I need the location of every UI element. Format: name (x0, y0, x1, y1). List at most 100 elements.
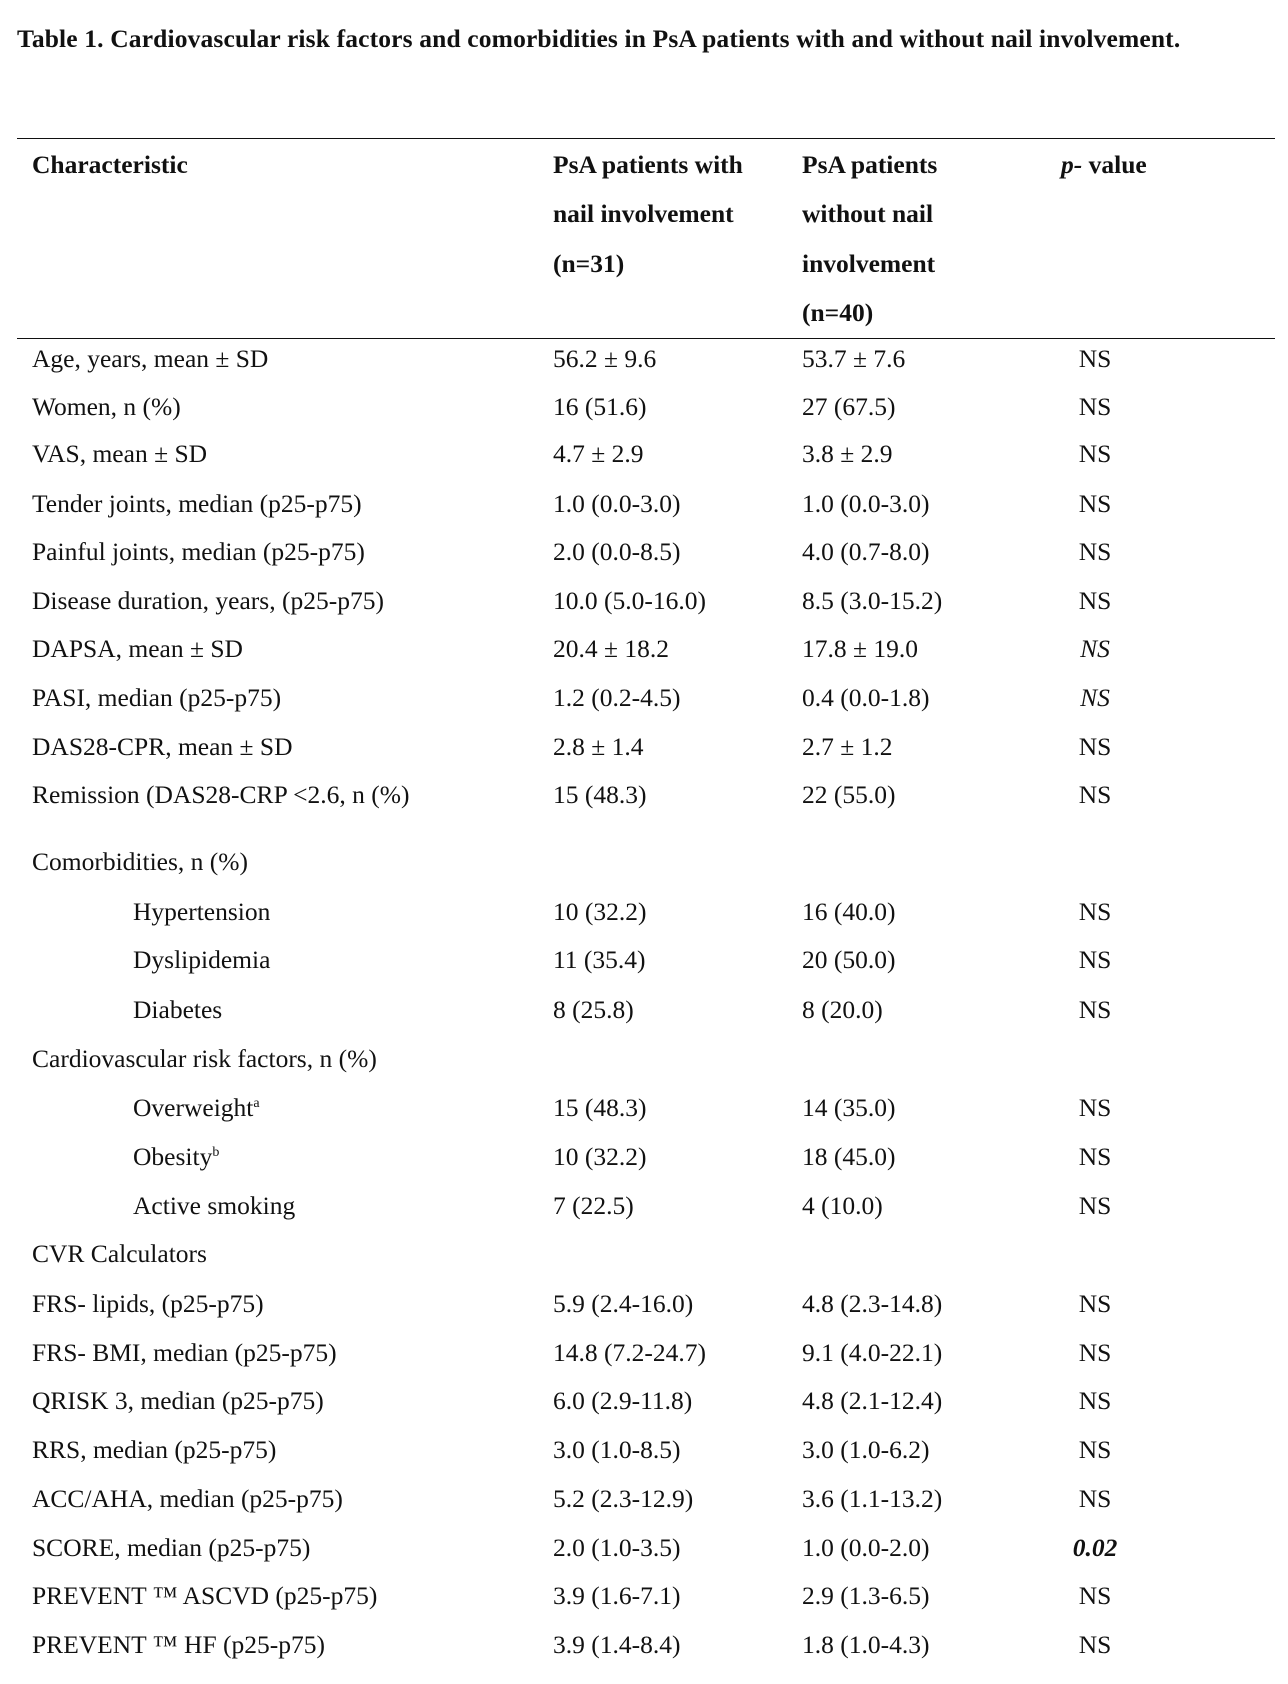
row-label: Tender joints, median (p25-p75) (32, 489, 362, 518)
value-without-nail: 2.7 ± 1.2 (802, 732, 893, 761)
value-with-nail: 10.0 (5.0-16.0) (553, 586, 706, 615)
value-without-nail: 53.7 ± 7.6 (802, 344, 906, 373)
value-without-nail: 3.8 ± 2.9 (802, 439, 893, 468)
header-line: PsA patients with (553, 150, 743, 179)
value-without-nail: 4.8 (2.1-12.4) (802, 1386, 943, 1415)
footnote-marker: b (212, 1145, 220, 1160)
value-with-nail: 2.0 (0.0-8.5) (553, 537, 681, 566)
value-without-nail: 22 (55.0) (802, 780, 896, 809)
row-label: QRISK 3, median (p25-p75) (32, 1386, 324, 1415)
p-value: NS (1078, 897, 1112, 926)
row-label: DAPSA, mean ± SD (32, 634, 243, 663)
p-value: NS (1078, 1630, 1112, 1659)
value-with-nail: 10 (32.2) (553, 897, 647, 926)
value-without-nail: 16 (40.0) (802, 897, 896, 926)
value-without-nail: 18 (45.0) (802, 1142, 896, 1171)
row-label: Dyslipidemia (133, 945, 271, 974)
header-line: Characteristic (32, 150, 188, 179)
p-value: NS (1078, 1093, 1112, 1122)
header-p-value: p- value (1061, 140, 1147, 189)
value-without-nail: 3.0 (1.0-6.2) (802, 1435, 930, 1464)
header-with-nail: PsA patients with nail involvement (n=31… (553, 140, 743, 288)
header-line: PsA patients (802, 150, 938, 179)
row-label: FRS- BMI, median (p25-p75) (32, 1338, 337, 1367)
value-without-nail: 1.0 (0.0-3.0) (802, 489, 930, 518)
value-with-nail: 5.2 (2.3-12.9) (553, 1484, 694, 1513)
row-label: Hypertension (133, 897, 271, 926)
p-value: NS (1078, 1435, 1112, 1464)
value-with-nail: 16 (51.6) (553, 392, 647, 421)
row-label: Diabetes (133, 995, 223, 1024)
header-line: without nail (802, 199, 934, 229)
value-without-nail: 8 (20.0) (802, 995, 883, 1024)
value-with-nail: 20.4 ± 18.2 (553, 634, 669, 663)
value-with-nail: 1.0 (0.0-3.0) (553, 489, 681, 518)
header-without-nail: PsA patients without nail involvement (n… (802, 140, 937, 337)
p-value: NS (1078, 586, 1112, 615)
p-value: NS (1078, 537, 1112, 566)
p-value: NS (1078, 1484, 1112, 1513)
value-without-nail: 1.0 (0.0-2.0) (802, 1533, 930, 1562)
p-value: NS (1078, 1142, 1112, 1171)
p-value: NS (1078, 489, 1112, 518)
value-with-nail: 3.0 (1.0-8.5) (553, 1435, 681, 1464)
value-without-nail: 1.8 (1.0-4.3) (802, 1630, 930, 1659)
row-label: DAS28-CPR, mean ± SD (32, 732, 293, 761)
value-with-nail: 2.8 ± 1.4 (553, 732, 644, 761)
header-characteristic: Characteristic (32, 140, 188, 189)
row-label: Women, n (%) (32, 392, 181, 421)
p-value: NS (1078, 780, 1112, 809)
p-value: NS (1078, 1289, 1112, 1318)
value-with-nail: 5.9 (2.4-16.0) (553, 1289, 694, 1318)
row-label: FRS- lipids, (p25-p75) (32, 1289, 264, 1318)
row-label: Cardiovascular risk factors, n (%) (32, 1044, 377, 1073)
p-value: NS (1080, 683, 1110, 712)
row-label: Obesityb (133, 1142, 219, 1172)
value-with-nail: 11 (35.4) (553, 945, 646, 974)
value-with-nail: 4.7 ± 2.9 (553, 439, 644, 468)
value-without-nail: 14 (35.0) (802, 1093, 896, 1122)
p-value: NS (1078, 1581, 1112, 1610)
header-line: involvement (802, 248, 936, 278)
p-value: NS (1078, 344, 1112, 373)
row-label: Disease duration, years, (p25-p75) (32, 586, 384, 615)
p-value: 0.02 (1072, 1533, 1118, 1562)
row-label: PREVENT ™ ASCVD (p25-p75) (32, 1581, 378, 1610)
value-with-nail: 10 (32.2) (553, 1142, 647, 1171)
row-label: Painful joints, median (p25-p75) (32, 537, 365, 566)
p-value: NS (1078, 1386, 1112, 1415)
header-line: (n=31) (553, 248, 625, 278)
value-without-nail: 17.8 ± 19.0 (802, 634, 918, 663)
row-label: Comorbidities, n (%) (32, 847, 249, 876)
value-with-nail: 8 (25.8) (553, 995, 634, 1024)
row-label: SCORE, median (p25-p75) (32, 1533, 311, 1562)
value-with-nail: 3.9 (1.4-8.4) (553, 1630, 681, 1659)
row-label: Remission (DAS28-CRP <2.6, n (%) (32, 780, 410, 809)
p-value: NS (1080, 634, 1110, 663)
row-label: ACC/AHA, median (p25-p75) (32, 1484, 343, 1513)
value-without-nail: 20 (50.0) (802, 945, 896, 974)
value-with-nail: 6.0 (2.9-11.8) (553, 1386, 693, 1415)
value-without-nail: 9.1 (4.0-22.1) (802, 1338, 943, 1367)
row-label-text: Overweight (133, 1093, 254, 1122)
row-label: VAS, mean ± SD (32, 439, 208, 468)
value-with-nail: 15 (48.3) (553, 1093, 647, 1122)
value-with-nail: 15 (48.3) (553, 780, 647, 809)
header-line: p- value (1061, 140, 1147, 189)
row-label: CVR Calculators (32, 1239, 207, 1268)
value-without-nail: 0.4 (0.0-1.8) (802, 683, 930, 712)
value-without-nail: 27 (67.5) (802, 392, 896, 421)
value-without-nail: 8.5 (3.0-15.2) (802, 586, 943, 615)
row-label: Age, years, mean ± SD (32, 344, 269, 373)
p-value: NS (1078, 732, 1112, 761)
row-label-text: Obesity (133, 1142, 213, 1171)
table-top-rule (17, 138, 1275, 139)
p-value: NS (1078, 392, 1112, 421)
header-bottom-rule (17, 338, 1275, 339)
row-label: PREVENT ™ HF (p25-p75) (32, 1630, 325, 1659)
p-symbol: p- (1061, 150, 1083, 179)
footnote-marker: a (253, 1096, 260, 1111)
row-label: Active smoking (133, 1191, 296, 1220)
row-label: RRS, median (p25-p75) (32, 1435, 277, 1464)
header-line: nail involvement (553, 199, 734, 229)
